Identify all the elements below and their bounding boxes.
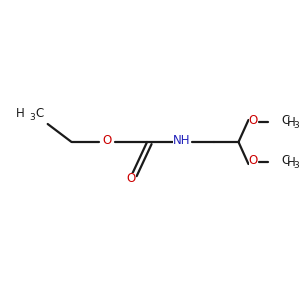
Text: O: O — [249, 115, 258, 128]
Text: O: O — [103, 134, 112, 146]
Text: C: C — [36, 107, 44, 120]
Text: O: O — [249, 154, 258, 167]
Text: NH: NH — [173, 134, 190, 146]
Text: C: C — [281, 113, 290, 127]
Text: H: H — [287, 157, 296, 169]
Text: C: C — [281, 154, 290, 166]
Text: O: O — [127, 172, 136, 185]
Text: 3: 3 — [293, 121, 299, 130]
Text: H: H — [16, 107, 25, 120]
Text: 3: 3 — [29, 113, 34, 122]
Text: 3: 3 — [293, 160, 299, 169]
Text: H: H — [287, 116, 296, 130]
